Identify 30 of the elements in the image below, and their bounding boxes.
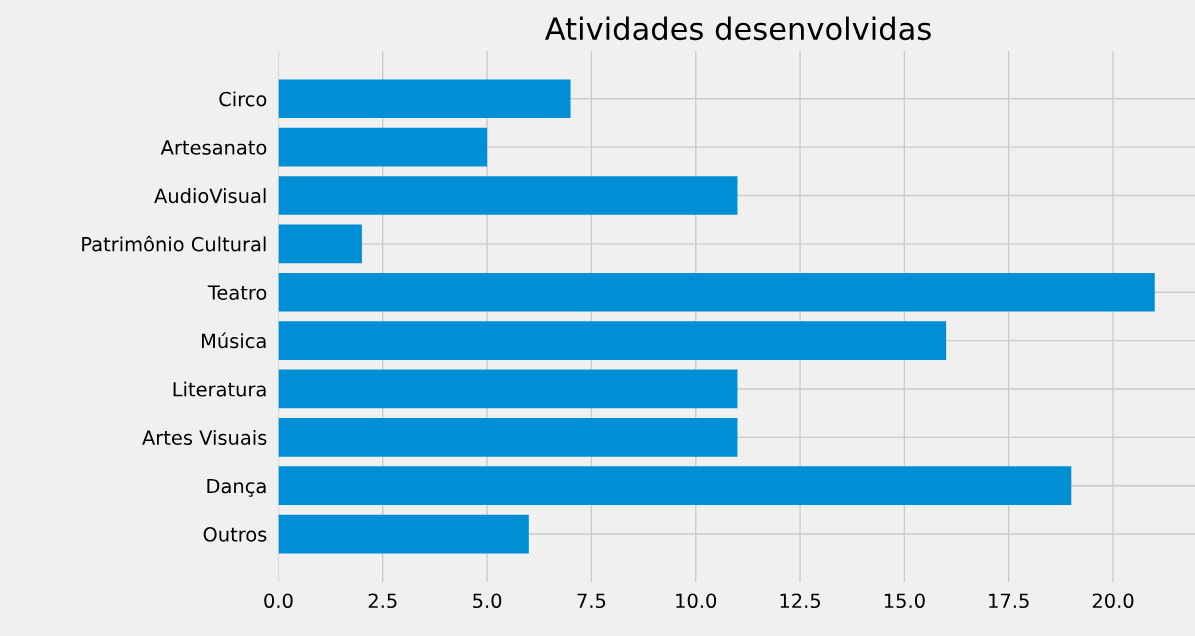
y-tick-label: Música <box>201 332 266 349</box>
bar <box>278 127 488 167</box>
bar <box>278 176 738 215</box>
y-tick-label: Outros <box>203 527 267 542</box>
x-tick-label: 5.0 <box>473 593 502 609</box>
chart-title: Atividades desenvolvidas <box>544 16 931 41</box>
x-tick-label: 17.5 <box>989 593 1029 609</box>
y-tick-label: Teatro <box>207 285 267 300</box>
x-tick-label: 20.0 <box>1092 593 1134 609</box>
x-tick-label: 0.0 <box>264 593 293 609</box>
x-tick-label: 2.5 <box>368 593 397 609</box>
y-tick-label: Literatura <box>173 381 266 397</box>
bar <box>278 417 738 457</box>
bar <box>278 321 947 360</box>
bar <box>278 79 571 119</box>
bar <box>278 369 738 409</box>
x-tick-label: 15.0 <box>884 593 925 609</box>
x-tick-label: 10.0 <box>676 593 717 609</box>
x-tick-label: 12.5 <box>780 593 821 609</box>
y-tick-label: AudioVisual <box>154 188 266 204</box>
bar <box>278 514 529 554</box>
bar <box>278 466 1072 506</box>
y-tick-label: Patrimônio Cultural <box>82 235 266 252</box>
y-tick-label: Artes Visuais <box>142 429 267 445</box>
bar <box>278 272 1155 312</box>
y-tick-label: Dança <box>207 478 266 497</box>
bar <box>278 224 362 264</box>
x-tick-label: 7.5 <box>577 593 606 609</box>
y-tick-label: Circo <box>219 91 267 107</box>
y-tick-label: Artesanato <box>160 140 267 155</box>
